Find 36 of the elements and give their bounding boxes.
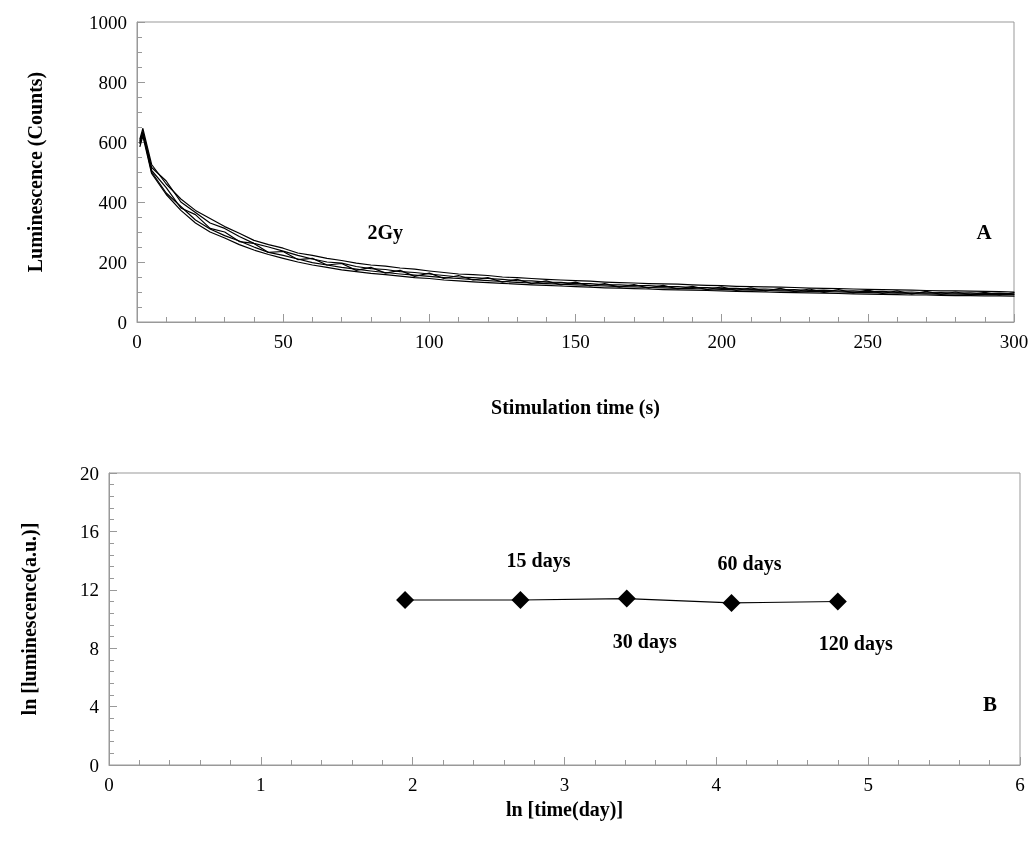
y-tick-label: 16 [80, 520, 99, 542]
x-tick-label: 1 [256, 774, 266, 795]
annotation: 60 days [717, 551, 782, 575]
annotation: A [976, 220, 993, 244]
y-tick-label: 20 [80, 462, 99, 484]
y-tick-label: 8 [89, 637, 99, 659]
x-tick-label: 2 [407, 774, 418, 795]
y-tick-label: 0 [89, 754, 99, 776]
x-tick-label: 200 [707, 331, 736, 352]
x-tick-label: 50 [273, 331, 293, 352]
annotation: B [982, 691, 998, 716]
y-axis-title: ln [luminescence(a.u.)] [18, 522, 41, 716]
x-tick-label: 5 [863, 774, 873, 795]
x-axis-title: ln [time(day)] [505, 797, 624, 821]
x-axis-title: Stimulation time (s) [491, 396, 660, 419]
x-tick-label: 100 [415, 331, 444, 352]
x-tick-label: 3 [559, 774, 570, 795]
y-tick-label: 600 [98, 131, 127, 153]
annotation: 120 days [818, 632, 893, 656]
y-tick-label: 200 [98, 251, 127, 273]
x-tick-label: 6 [1015, 774, 1025, 795]
x-tick-label: 250 [853, 331, 883, 352]
x-tick-label: 0 [132, 331, 142, 352]
y-tick-label: 400 [98, 191, 127, 213]
y-tick-label: 4 [89, 696, 100, 718]
y-tick-label: 12 [80, 579, 99, 601]
annotation: 15 days [506, 549, 571, 573]
x-tick-label: 4 [711, 774, 722, 795]
y-tick-label: 1000 [89, 11, 127, 33]
annotation: 30 days [612, 629, 677, 653]
y-tick-label: 800 [98, 71, 127, 93]
x-tick-label: 300 [999, 331, 1029, 352]
x-tick-label: 150 [561, 331, 590, 352]
y-tick-label: 0 [117, 311, 127, 333]
annotation: 2Gy [367, 221, 403, 244]
y-axis-title: Luminescence (Counts) [24, 71, 47, 273]
